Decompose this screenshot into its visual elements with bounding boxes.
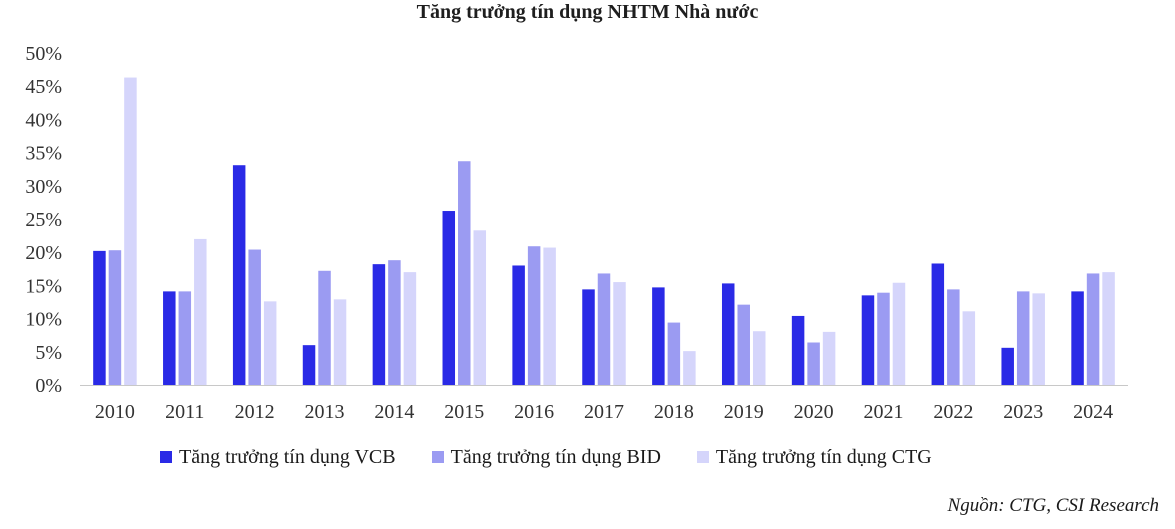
legend: Tăng trưởng tín dụng VCB Tăng trưởng tín…	[160, 444, 968, 470]
x-tick-label: 2011	[165, 401, 204, 423]
legend-swatch-bid	[431, 451, 444, 463]
x-tick-label: 2023	[1003, 401, 1043, 423]
bar-ctg-2017	[613, 282, 626, 385]
bar-ctg-2023	[1032, 293, 1045, 385]
bar-ctg-2010	[124, 77, 137, 385]
legend-item-bid: Tăng trưởng tín dụng BID	[431, 444, 661, 470]
x-tick-label: 2016	[514, 401, 554, 423]
y-tick-label: 5%	[35, 342, 62, 364]
legend-label-bid: Tăng trưởng tín dụng BID	[450, 446, 661, 468]
bar-vcb-2022	[931, 263, 945, 385]
bar-vcb-2011	[163, 291, 176, 385]
bar-ctg-2020	[822, 331, 836, 385]
bar-vcb-2019	[721, 283, 735, 385]
bar-bid-2023	[1016, 291, 1030, 385]
x-tick-label: 2014	[374, 401, 414, 423]
legend-label-vcb: Tăng trưởng tín dụng VCB	[179, 446, 396, 468]
bar-ctg-2019	[752, 331, 766, 385]
bar-ctg-2024	[1102, 272, 1115, 385]
bar-bid-2019	[737, 304, 750, 385]
bar-vcb-2010	[93, 250, 106, 385]
source-note: Nguồn: CTG, CSI Research	[947, 495, 1159, 516]
y-tick-label: 15%	[25, 275, 62, 297]
y-axis-ticks: 0% 5% 10% 15% 20% 25% 30% 35% 40% 45% 50%	[25, 43, 62, 397]
bar-vcb-2018	[652, 287, 665, 385]
y-tick-label: 10%	[25, 309, 62, 331]
x-tick-label: 2019	[724, 401, 764, 423]
bar-bid-2013	[318, 270, 331, 385]
x-axis-ticks: 2010 2011 2012 2013 2014 2015 2016 2017 2018 2019…	[95, 401, 1113, 423]
x-tick-label: 2015	[444, 401, 484, 423]
bar-vcb-2013	[302, 345, 316, 385]
bar-ctg-2021	[892, 282, 906, 385]
x-tick-label: 2018	[654, 401, 694, 423]
bar-chart: 0% 5% 10% 15% 20% 25% 30% 35% 40% 45% 50% 2010 2011…	[25, 43, 1128, 423]
x-tick-label: 2017	[584, 401, 624, 423]
bar-ctg-2012	[263, 301, 277, 385]
bar-bid-2020	[807, 342, 820, 385]
bar-vcb-2021	[861, 295, 875, 385]
x-tick-label: 2021	[863, 401, 903, 423]
bar-bid-2014	[388, 260, 401, 385]
bar-bid-2021	[877, 292, 890, 385]
chart-title: Tăng trưởng tín dụng NHTM Nhà nước	[416, 1, 759, 23]
bar-bid-2017	[597, 273, 611, 385]
bar-bid-2012	[248, 249, 261, 385]
bar-bid-2024	[1086, 273, 1100, 385]
bar-vcb-2016	[512, 265, 525, 385]
x-tick-label: 2010	[95, 401, 135, 423]
x-tick-label: 2012	[235, 401, 275, 423]
bar-ctg-2015	[473, 230, 487, 385]
bar-series-group	[93, 77, 1115, 385]
bar-ctg-2014	[403, 272, 417, 385]
bar-bid-2015	[458, 161, 471, 385]
bar-bid-2018	[667, 322, 681, 385]
y-tick-label: 20%	[25, 242, 62, 264]
legend-swatch-ctg	[696, 451, 709, 463]
bar-vcb-2014	[372, 264, 386, 385]
legend-label-ctg: Tăng trưởng tín dụng CTG	[715, 446, 932, 468]
y-tick-label: 40%	[25, 109, 62, 131]
legend-item-ctg: Tăng trưởng tín dụng CTG	[696, 444, 932, 470]
y-tick-label: 45%	[25, 76, 62, 98]
x-tick-label: 2024	[1073, 401, 1113, 423]
bar-bid-2022	[947, 289, 960, 385]
x-tick-label: 2020	[794, 401, 834, 423]
bar-ctg-2022	[962, 311, 976, 385]
bar-vcb-2015	[442, 211, 456, 385]
y-tick-label: 30%	[25, 176, 62, 198]
bar-ctg-2013	[333, 299, 347, 385]
x-tick-label: 2022	[933, 401, 973, 423]
y-tick-label: 0%	[35, 375, 62, 397]
bar-bid-2011	[178, 291, 192, 385]
x-tick-label: 2013	[305, 401, 345, 423]
legend-swatch-vcb	[160, 451, 172, 463]
bar-vcb-2017	[582, 289, 595, 385]
bar-vcb-2023	[1001, 347, 1014, 385]
bar-ctg-2016	[543, 247, 556, 385]
bar-vcb-2012	[232, 165, 246, 385]
bar-vcb-2024	[1071, 291, 1084, 385]
bar-ctg-2011	[194, 238, 207, 385]
y-tick-label: 25%	[25, 209, 62, 231]
y-tick-label: 35%	[25, 143, 62, 165]
bar-bid-2010	[108, 250, 122, 385]
legend-item-vcb: Tăng trưởng tín dụng VCB	[160, 444, 396, 470]
bar-ctg-2018	[683, 351, 696, 385]
y-tick-label: 50%	[25, 43, 62, 65]
bar-vcb-2020	[791, 315, 805, 385]
bar-bid-2016	[527, 246, 541, 385]
